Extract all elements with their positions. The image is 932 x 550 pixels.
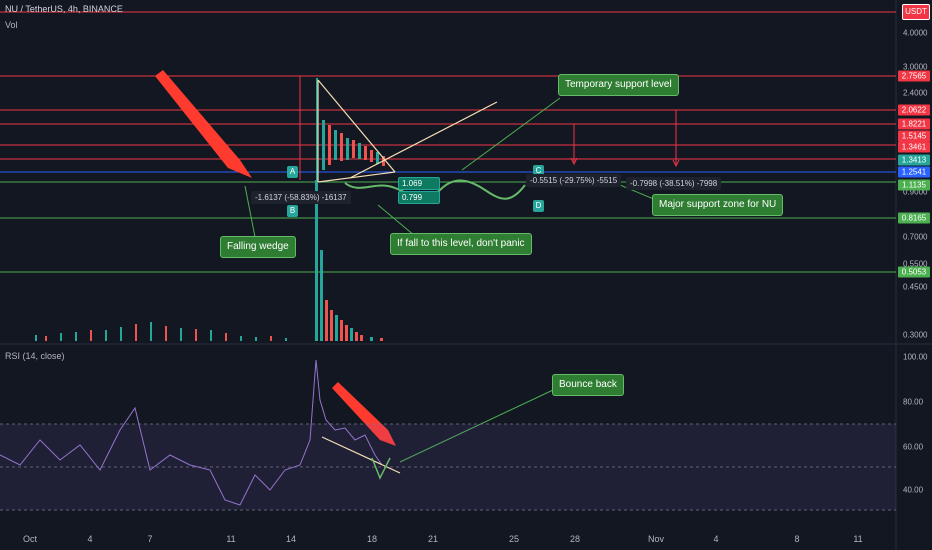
time-axis-tick: Nov: [647, 534, 665, 544]
rsi-axis-tick: 100.00: [903, 352, 928, 362]
callout-temporary-support: Temporary support level: [558, 74, 679, 96]
red-arrows: [155, 70, 396, 446]
point-label-a: A: [287, 166, 298, 178]
rsi-bounce-mark: [371, 457, 391, 480]
price-tag-resistance: 2.0622: [898, 104, 930, 116]
time-axis-tick: 11: [226, 534, 236, 544]
measurement-lines: [299, 76, 680, 180]
time-axis-tick: 25: [508, 534, 520, 544]
price-axis-tick: 0.3000: [903, 330, 928, 340]
time-axis-tick: 21: [427, 534, 439, 544]
time-axis-tick: 18: [366, 534, 378, 544]
time-axis-tick: 14: [285, 534, 297, 544]
support-lines: [0, 171, 896, 273]
rsi-axis-tick: 40.00: [903, 485, 924, 495]
currency-badge[interactable]: USDT: [902, 4, 930, 20]
price-axis-tick: 0.7000: [903, 232, 928, 242]
measure-label: -0.5515 (-29.75%) -5515: [526, 174, 622, 187]
callout-connectors: [244, 97, 657, 463]
volume-label: Vol: [5, 20, 18, 30]
rsi-axis-tick: 80.00: [903, 397, 924, 407]
price-axis-tick: 4.0000: [903, 28, 928, 38]
price-axis-tick: 3.0000: [903, 62, 928, 72]
price-tag-support: 0.5053: [898, 266, 930, 278]
point-label-d: D: [533, 200, 544, 212]
wedge-lines: [317, 79, 498, 183]
callout-dont-panic: If fall to this level, don't panic: [390, 233, 532, 255]
price-tag-resistance: 2.7565: [898, 70, 930, 82]
rsi-axis-tick: 60.00: [903, 442, 924, 452]
time-axis-tick: 4: [87, 534, 93, 544]
level-label-lower: 0.799: [398, 191, 440, 204]
point-label-c: C: [533, 165, 544, 177]
rsi-trendline: [321, 436, 401, 474]
time-axis-tick: 7: [147, 534, 153, 544]
price-tag-resistance: 1.5145: [898, 130, 930, 142]
measure-label: -0.7998 (-38.51%) -7998: [626, 177, 722, 190]
price-tag-resistance: 1.8221: [898, 118, 930, 130]
price-axis-tick: 2.4000: [903, 88, 928, 98]
price-tag-support: 1.1135: [898, 179, 930, 191]
rsi-indicator-label[interactable]: RSI (14, close): [5, 351, 65, 361]
callout-major-support: Major support zone for NU: [652, 194, 784, 216]
projection-path: [344, 179, 526, 200]
measure-label: -1.6137 (-58.83%) -16137: [251, 191, 351, 204]
price-tag-resistance: 1.3461: [898, 141, 930, 153]
time-axis-tick: Oct: [22, 534, 38, 544]
time-axis-tick: 4: [713, 534, 719, 544]
price-tag-support: 0.8165: [898, 212, 930, 224]
price-tag-current: 1.3413: [898, 154, 930, 166]
price-axis-tick: 0.5500: [903, 259, 928, 269]
price-tag-support: 1.2541: [898, 166, 930, 178]
candles: [35, 78, 385, 341]
point-label-b: B: [287, 205, 298, 217]
time-axis-tick: 8: [794, 534, 800, 544]
time-axis-tick: 28: [569, 534, 581, 544]
price-axis-tick: 0.9000: [903, 187, 928, 197]
callout-bounce-back: Bounce back: [552, 374, 624, 396]
resistance-lines: [0, 11, 896, 160]
time-axis-tick: 11: [853, 534, 863, 544]
level-label-upper: 1.069: [398, 177, 440, 190]
rsi-line: [0, 359, 383, 506]
symbol-title: NU / TetherUS, 4h, BINANCE: [5, 4, 123, 14]
price-axis-tick: 0.4500: [903, 282, 928, 292]
callout-falling-wedge: Falling wedge: [220, 236, 296, 258]
